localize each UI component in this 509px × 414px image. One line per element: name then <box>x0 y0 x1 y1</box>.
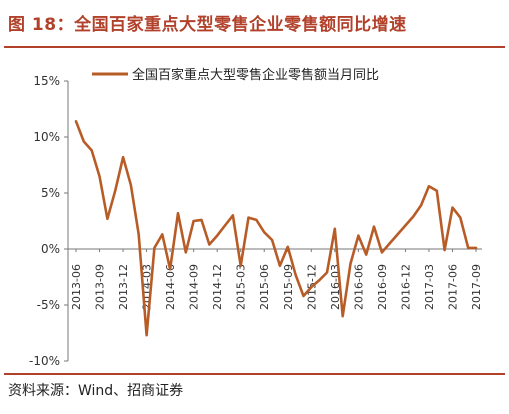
data-point <box>192 220 195 222</box>
data-point <box>239 265 242 267</box>
data-point <box>106 218 109 220</box>
data-point <box>98 175 101 177</box>
data-point <box>459 216 462 219</box>
data-point <box>200 219 203 221</box>
data-point <box>341 315 344 318</box>
data-point <box>177 212 179 214</box>
y-tick-label: -10% <box>29 354 60 368</box>
y-tick-label: 0% <box>41 242 60 256</box>
data-point <box>271 239 273 241</box>
x-tick-label: 2014-06 <box>164 264 177 310</box>
axes <box>67 81 482 361</box>
data-point <box>287 246 289 248</box>
data-point <box>334 228 336 230</box>
x-tick-label: 2015-06 <box>258 264 271 310</box>
data-point <box>224 224 226 227</box>
x-tick-label: 2017-09 <box>470 264 483 310</box>
data-point <box>185 251 187 254</box>
data-point <box>475 247 477 249</box>
x-tick-label: 2013-12 <box>117 264 130 310</box>
data-point <box>83 140 85 143</box>
x-tick-label: 2017-03 <box>423 264 436 310</box>
data-point <box>467 247 470 249</box>
data-point <box>326 271 328 274</box>
x-tick-label: 2016-06 <box>352 264 365 310</box>
data-point <box>428 185 430 188</box>
data-point <box>310 286 313 288</box>
x-tick-label: 2013-06 <box>70 264 83 310</box>
x-tick-label: 2015-03 <box>235 264 248 310</box>
data-point <box>122 156 124 158</box>
x-tick-label: 2014-12 <box>211 264 224 310</box>
data-point <box>318 279 320 282</box>
y-tick-label: -5% <box>37 298 60 312</box>
data-point <box>279 265 281 267</box>
data-point <box>349 262 352 265</box>
x-tick-label: 2013-09 <box>94 264 107 310</box>
y-tick-label: 5% <box>41 186 60 200</box>
source-rule <box>4 373 505 375</box>
data-point <box>232 214 234 217</box>
y-tick-label: 15% <box>33 74 60 88</box>
x-tick-label: 2017-06 <box>446 264 459 310</box>
legend: 全国百家重点大型零售企业零售额当月同比 <box>92 67 379 83</box>
data-point <box>302 295 305 297</box>
data-point <box>90 149 93 152</box>
series-layer <box>74 120 478 337</box>
data-point <box>365 253 368 256</box>
data-point <box>357 234 360 237</box>
x-tick-label: 2014-09 <box>188 264 201 310</box>
y-axis-ticks: 15% 10% 5% 0% -5% -10% <box>29 74 68 368</box>
chart-title: 图 18：全国百家重点大型零售企业零售额同比增速 <box>8 15 407 35</box>
data-point <box>75 120 77 123</box>
data-point <box>130 184 132 186</box>
data-point <box>263 231 266 233</box>
source-note: 资料来源：Wind、招商证券 <box>8 383 184 399</box>
series-line <box>74 120 478 337</box>
legend-label: 全国百家重点大型零售企业零售额当月同比 <box>132 67 379 83</box>
data-point <box>208 243 211 246</box>
data-point <box>412 215 415 218</box>
data-point <box>145 334 148 337</box>
data-point <box>373 225 375 228</box>
x-tick-label: 2016-12 <box>399 264 412 310</box>
data-point <box>451 206 454 209</box>
y-tick-label: 10% <box>33 130 60 144</box>
data-point <box>388 242 391 245</box>
data-point <box>396 233 399 236</box>
data-point <box>216 234 218 237</box>
data-point <box>161 233 164 236</box>
data-point <box>294 274 297 276</box>
x-tick-label: 2015-09 <box>282 264 295 310</box>
data-point <box>247 216 250 219</box>
title-rule <box>4 46 505 48</box>
data-point <box>404 224 407 227</box>
data-point <box>153 247 156 249</box>
data-point <box>255 219 258 221</box>
data-point <box>137 233 140 236</box>
data-point <box>381 251 383 254</box>
data-point <box>443 249 446 251</box>
x-tick-label: 2016-09 <box>376 264 389 310</box>
data-point <box>169 268 171 271</box>
data-point <box>114 190 116 192</box>
data-point <box>420 204 422 207</box>
data-point <box>436 190 438 192</box>
